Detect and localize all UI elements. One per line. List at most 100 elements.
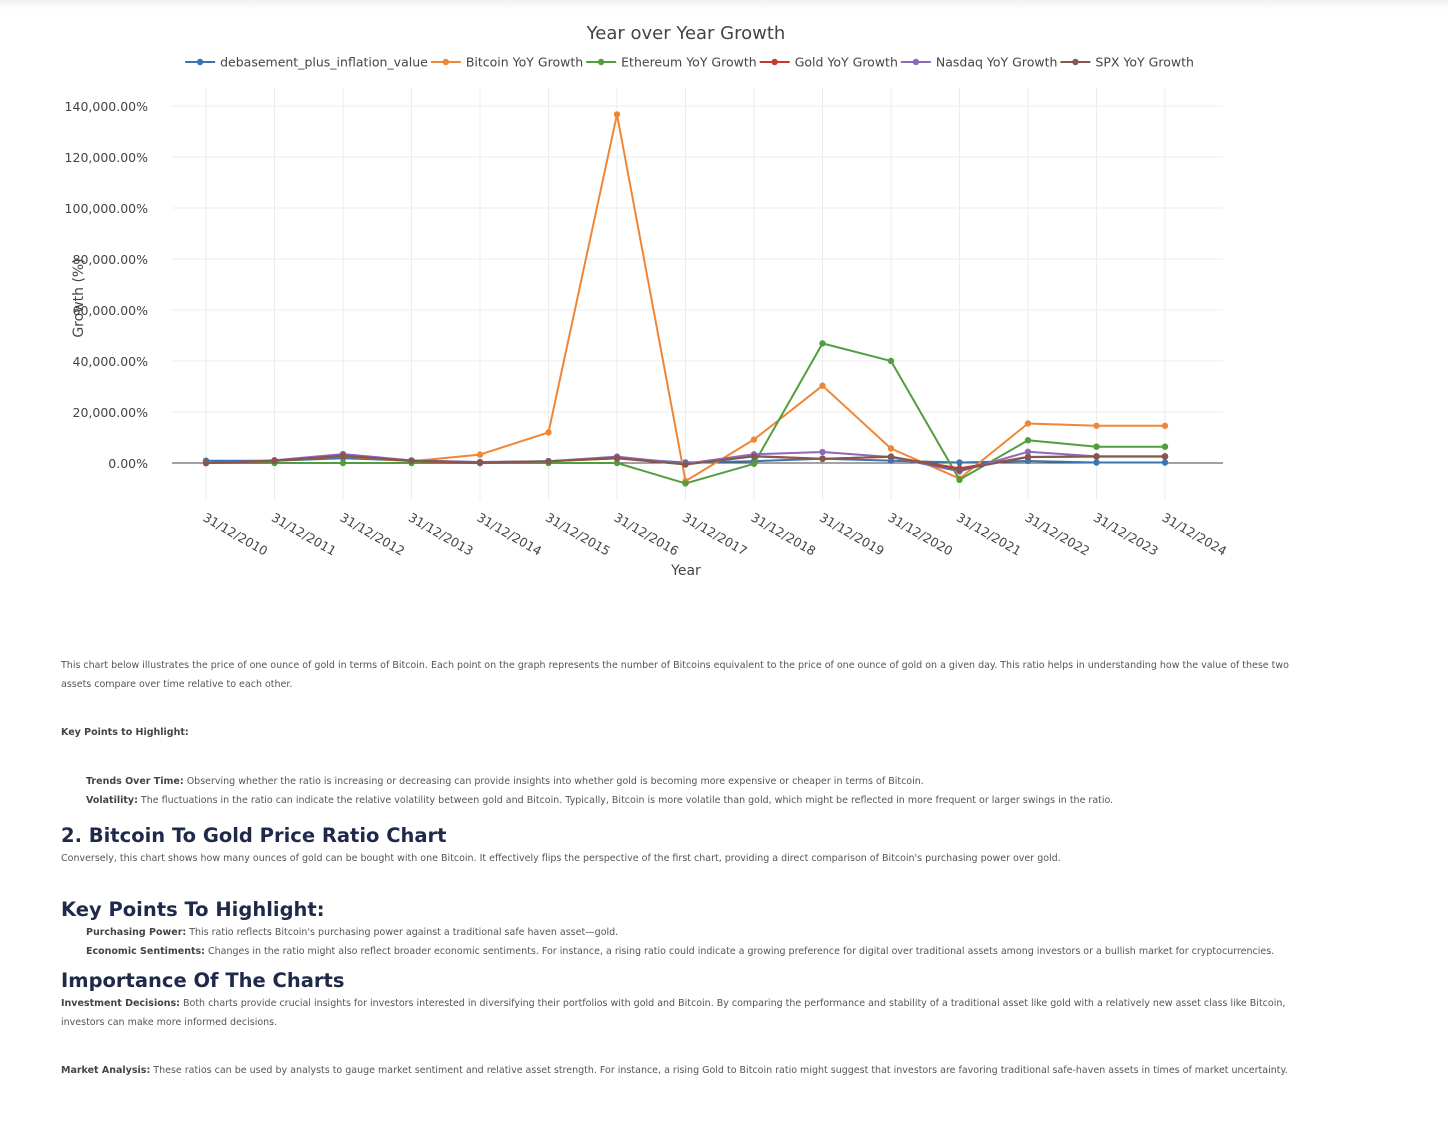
page-top-bar [0,0,1448,10]
legend-item[interactable]: SPX YoY Growth [1060,55,1194,70]
volatility-label: Volatility: [86,795,138,806]
heading-key-points: Key Points To Highlight: [61,898,325,921]
trends-text: Observing whether the ratio is increasin… [183,776,924,787]
data-point[interactable] [887,357,895,365]
series-spx-yoy-growth[interactable] [202,452,1169,474]
data-point[interactable] [1161,422,1169,429]
heading-ratio-chart: 2. Bitcoin To Gold Price Ratio Chart [61,824,447,847]
data-point[interactable] [545,458,552,465]
volatility-text: The fluctuations in the ratio can indica… [137,795,1114,806]
legend-label: Nasdaq YoY Growth [936,55,1058,70]
x-tick-label: 31/12/2022 [1023,510,1093,559]
economic-text: Changes in the ratio might also reflect … [204,946,1275,957]
economic-item: Economic Sentiments: Changes in the rati… [61,942,1321,961]
x-tick-label: 31/12/2018 [749,510,819,559]
data-point[interactable] [1161,443,1169,450]
market-text: These ratios can be used by analysts to … [150,1065,1288,1076]
data-point[interactable] [545,429,552,436]
key-points-label: Key Points to Highlight: [61,727,189,738]
x-tick-label: 31/12/2010 [201,510,271,559]
legend-marker [912,58,920,66]
market-label: Market Analysis: [61,1065,151,1076]
volatility-item: Volatility: The fluctuations in the rati… [61,791,1321,810]
purchasing-label: Purchasing Power: [86,927,187,938]
legend-label: Ethereum YoY Growth [621,55,757,70]
intro-paragraph: This chart below illustrates the price o… [61,660,1289,690]
data-point[interactable] [1093,422,1100,429]
economic-label: Economic Sentiments: [86,946,205,957]
chart-gridlines [172,88,1223,500]
data-point[interactable] [819,448,826,456]
data-point[interactable] [819,382,826,389]
market-paragraph: Market Analysis: These ratios can be use… [61,1061,1321,1080]
legend-marker [771,58,778,66]
y-tick-label: 0.00% [108,456,148,471]
y-axis-label: Growth (%) [71,258,87,337]
data-point[interactable] [613,459,621,467]
y-tick-label: 20,000.00% [73,405,149,420]
heading-importance: Importance Of The Charts [61,969,345,992]
data-point[interactable] [339,459,347,467]
legend-item[interactable]: Gold YoY Growth [759,55,898,70]
data-point[interactable] [750,453,758,460]
y-axis-ticks: 0.00% 20,000.00% 40,000.00% 60,000.00% 80,00… [65,99,149,471]
data-point[interactable] [750,436,758,443]
investment-paragraph: Investment Decisions: Both charts provid… [61,994,1321,1032]
data-point[interactable] [271,457,278,464]
data-point[interactable] [956,476,963,484]
data-point[interactable] [1024,448,1032,455]
legend-marker [1072,58,1079,66]
data-point[interactable] [682,461,689,468]
yoy-growth-chart[interactable]: Year over Year Growth debasement_plus_in… [0,0,1448,600]
data-point[interactable] [1093,443,1100,450]
legend-item[interactable]: debasement_plus_inflation_value [185,55,428,70]
data-point[interactable] [339,452,347,459]
legend-marker [597,58,605,66]
purchasing-item: Purchasing Power: This ratio reflects Bi… [61,923,1321,942]
y-tick-label: 120,000.00% [65,150,149,165]
investment-text: Both charts provide crucial insights for… [61,998,1286,1028]
x-tick-label: 31/12/2013 [406,510,476,559]
x-tick-label: 31/12/2016 [612,510,682,559]
data-point[interactable] [408,457,415,464]
y-tick-label: 40,000.00% [73,354,149,369]
data-point[interactable] [1024,420,1032,427]
data-point[interactable] [613,111,621,118]
x-tick-label: 31/12/2019 [817,510,887,559]
y-tick-label: 100,000.00% [65,201,149,216]
data-point[interactable] [887,453,895,460]
data-point[interactable] [1093,453,1100,460]
plot-area[interactable] [202,111,1169,487]
investment-label: Investment Decisions: [61,998,180,1009]
data-point[interactable] [1161,459,1169,466]
data-point[interactable] [476,459,484,466]
x-tick-label: 31/12/2015 [543,510,613,559]
chart-legend[interactable]: debasement_plus_inflation_value Bitcoin Y… [185,55,1194,70]
legend-item[interactable]: Ethereum YoY Growth [586,55,757,70]
legend-label: debasement_plus_inflation_value [220,55,428,70]
data-point[interactable] [202,459,210,467]
data-point[interactable] [682,480,689,487]
y-tick-label: 80,000.00% [73,252,149,267]
y-tick-label: 60,000.00% [73,303,149,318]
legend-item[interactable]: Nasdaq YoY Growth [900,55,1058,70]
y-tick-label: 140,000.00% [65,99,149,114]
x-tick-label: 31/12/2021 [954,510,1024,559]
x-tick-label: 31/12/2014 [475,510,545,559]
data-point[interactable] [1024,437,1032,444]
data-point[interactable] [476,451,484,458]
legend-item[interactable]: Bitcoin YoY Growth [430,55,583,70]
data-point[interactable] [750,460,758,467]
data-point[interactable] [1161,453,1169,460]
legend-label: Bitcoin YoY Growth [466,55,583,70]
data-point[interactable] [1024,453,1032,461]
data-point[interactable] [887,445,895,452]
data-point[interactable] [819,340,826,347]
data-point[interactable] [956,466,963,474]
data-point[interactable] [1093,459,1100,466]
data-point[interactable] [956,459,963,466]
data-point[interactable] [613,454,621,462]
x-tick-label: 31/12/2020 [886,510,956,559]
trends-label: Trends Over Time: [86,776,184,787]
data-point[interactable] [819,455,826,463]
